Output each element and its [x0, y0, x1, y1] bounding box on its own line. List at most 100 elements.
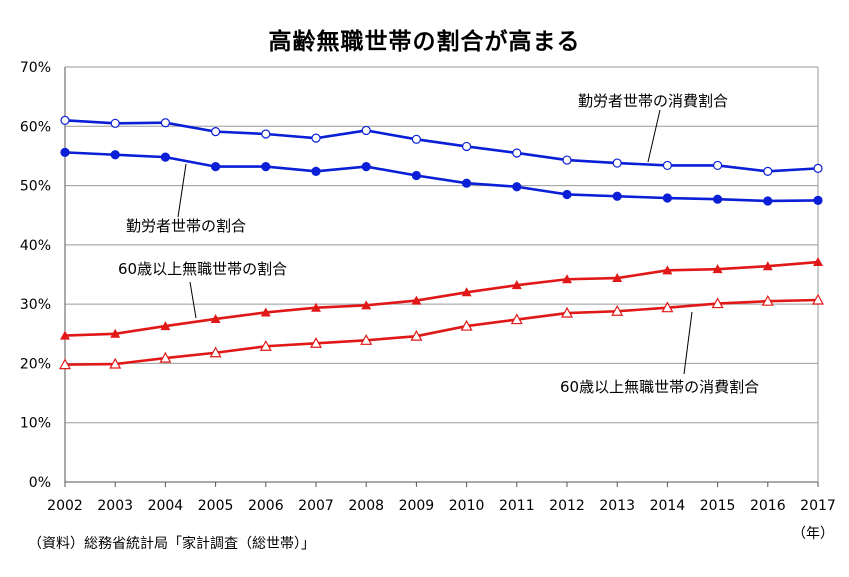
- chart-title: 高齢無職世帯の割合が高まる: [268, 29, 581, 55]
- data-point: [110, 150, 120, 160]
- series-3: [60, 257, 823, 340]
- x-tick-label: 2003: [97, 498, 133, 514]
- y-tick-label: 20%: [20, 356, 51, 372]
- data-point: [311, 166, 321, 176]
- data-point: [462, 178, 472, 188]
- x-tick-label: 2012: [549, 498, 585, 514]
- data-point: [160, 118, 170, 128]
- data-point: [110, 118, 120, 128]
- data-point: [360, 334, 373, 345]
- annotation-leaders: [177, 109, 693, 375]
- data-point: [460, 319, 473, 331]
- y-tick-labels: 0% 10% 20% 30% 40% 50% 60% 70%: [20, 60, 51, 491]
- x-tick-label: 2008: [348, 498, 384, 514]
- series-label: 勤労者世帯の割合: [126, 217, 246, 235]
- data-point: [562, 274, 572, 284]
- x-tick-label: 2013: [599, 498, 635, 514]
- data-point: [160, 321, 171, 331]
- series-label: 勤労者世帯の消費割合: [578, 92, 728, 110]
- series-lines: [58, 115, 825, 370]
- data-point: [361, 162, 371, 172]
- data-point: [110, 328, 121, 338]
- x-tick-label: 2011: [499, 498, 535, 514]
- data-point: [713, 194, 723, 204]
- series-line: [64, 260, 819, 337]
- y-tick-label: 30%: [20, 297, 51, 313]
- data-point: [309, 337, 323, 348]
- series-label: 60歳以上無職世帯の割合: [118, 260, 287, 278]
- data-point: [511, 280, 522, 290]
- data-point: [661, 301, 674, 313]
- data-point: [811, 293, 825, 305]
- series-line: [64, 298, 819, 366]
- data-point: [612, 191, 622, 201]
- data-point: [560, 306, 574, 318]
- data-point: [763, 166, 773, 176]
- axes: [64, 67, 819, 487]
- y-tick-label: 60%: [20, 119, 51, 135]
- leader-line: [647, 109, 661, 163]
- data-point: [58, 358, 72, 370]
- data-point: [611, 305, 624, 316]
- x-tick-label: 2015: [700, 498, 736, 514]
- data-point: [411, 295, 422, 305]
- leader-line: [683, 311, 693, 375]
- data-point: [712, 264, 723, 274]
- x-tick-label: 2009: [399, 498, 435, 514]
- data-point: [209, 346, 222, 358]
- leader-line: [177, 163, 187, 218]
- data-point: [813, 257, 823, 267]
- grid-lines: [65, 66, 818, 424]
- data-point: [311, 302, 321, 312]
- data-point: [612, 273, 623, 283]
- series-4: [58, 293, 825, 370]
- leader-line: [189, 281, 197, 319]
- data-point: [160, 152, 170, 162]
- y-tick-label: 50%: [20, 179, 51, 195]
- data-point: [261, 162, 271, 172]
- data-point: [261, 129, 271, 139]
- x-tick-label: 2014: [650, 498, 686, 514]
- y-tick-label: 10%: [20, 416, 51, 432]
- x-axis-unit: （年）: [792, 526, 834, 542]
- data-point: [411, 134, 421, 144]
- series-line: [64, 119, 819, 173]
- x-tick-label: 2007: [298, 498, 334, 514]
- data-point: [813, 163, 823, 173]
- series-line: [64, 151, 819, 203]
- x-tick-label: 2017: [800, 498, 836, 514]
- data-point: [813, 195, 823, 205]
- data-point: [410, 329, 423, 341]
- y-tick-label: 0%: [29, 475, 51, 491]
- series-2: [60, 147, 823, 206]
- data-point: [361, 125, 371, 136]
- data-point: [763, 196, 773, 206]
- y-tick-label: 40%: [20, 238, 51, 254]
- data-point: [761, 294, 774, 306]
- data-point: [562, 189, 572, 200]
- data-point: [211, 162, 221, 172]
- data-point: [259, 340, 272, 351]
- x-tick-label: 2002: [47, 498, 83, 514]
- data-point: [311, 133, 321, 143]
- data-point: [711, 297, 724, 309]
- data-point: [762, 261, 773, 271]
- x-tick-label: 2005: [198, 498, 234, 514]
- x-tick-label: 2006: [248, 498, 284, 514]
- data-point: [211, 127, 221, 137]
- series-label: 60歳以上無職世帯の消費割合: [560, 378, 759, 396]
- series-1: [60, 115, 823, 176]
- data-point: [512, 148, 522, 158]
- data-point: [60, 147, 70, 157]
- data-point: [159, 351, 172, 363]
- data-point: [411, 170, 421, 181]
- data-point: [461, 287, 472, 297]
- data-point: [712, 160, 723, 171]
- data-point: [260, 307, 271, 317]
- data-point: [60, 115, 70, 125]
- data-point: [662, 160, 673, 171]
- data-point: [210, 313, 221, 323]
- data-point: [109, 357, 122, 369]
